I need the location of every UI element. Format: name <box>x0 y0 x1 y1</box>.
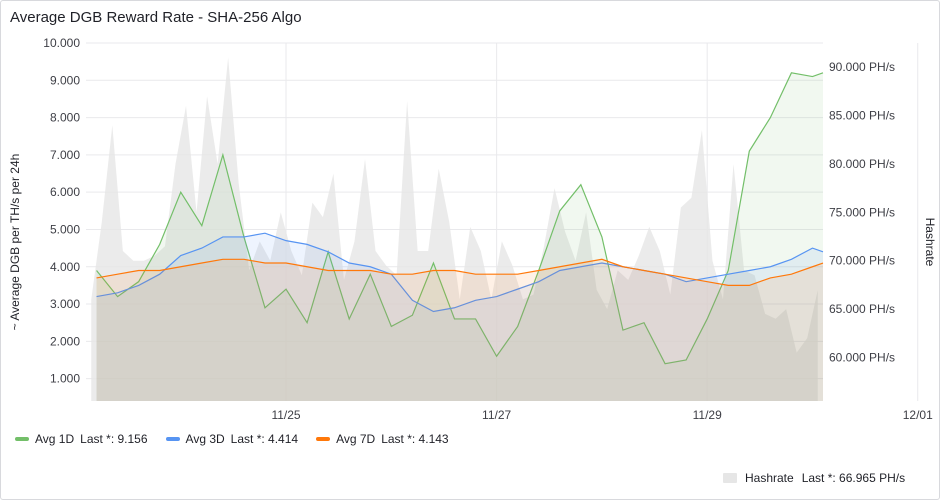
legend-label: Avg 1D <box>35 432 75 446</box>
series-line-avg-7d <box>96 258 824 286</box>
x-tick-label: 11/27 <box>482 408 511 421</box>
series-area-0 <box>96 72 824 401</box>
y-tick-label-left: 8.000 <box>50 111 80 125</box>
y-tick-label-left: 5.000 <box>50 222 80 236</box>
legend-last-value: Last *: 4.414 <box>230 432 299 446</box>
series-line-avg-1d <box>96 72 824 365</box>
y-tick-label-left: 7.000 <box>50 148 80 162</box>
legend-item-avg-3d[interactable]: Avg 3D Last *: 4.414 <box>165 432 299 446</box>
panel-title: Average DGB Reward Rate - SHA-256 Algo <box>10 9 302 26</box>
series-area-1 <box>96 233 824 401</box>
x-tick-label: 12/01 <box>903 408 933 421</box>
y-tick-label-right: 60.000 PH/s <box>829 350 895 364</box>
x-tick-label: 11/29 <box>693 408 722 421</box>
legend: Avg 1D Last *: 9.156 Avg 3D Last *: 4.41… <box>15 432 449 446</box>
y-axis-label-left: ~ Average DGB per TH/s per 24h <box>8 154 22 331</box>
y-tick-label-left: 10.000 <box>43 36 80 50</box>
legend-last-value: Last *: 9.156 <box>80 432 148 446</box>
legend-swatch <box>15 437 29 441</box>
legend-swatch <box>723 473 737 483</box>
y-tick-label-left: 4.000 <box>50 260 80 274</box>
chart-plot[interactable]: 1.000 2.000 3.000 4.000 5.000 6.000 7.000 8.000… <box>1 1 939 421</box>
y-tick-label-right: 65.000 PH/s <box>829 302 895 316</box>
legend-item-avg-1d[interactable]: Avg 1D Last *: 9.156 <box>15 432 148 446</box>
series-line-avg-3d <box>96 232 824 313</box>
legend-item-hashrate[interactable]: Hashrate Last *: 66.965 PH/s <box>723 471 905 485</box>
legend-label: Hashrate <box>745 471 794 485</box>
legend-swatch <box>165 437 180 441</box>
y-tick-label-left: 1.000 <box>50 372 80 386</box>
legend-label: Avg 3D <box>185 432 225 446</box>
y-tick-label-left: 9.000 <box>50 73 80 87</box>
hashrate-area <box>91 57 818 401</box>
y-tick-label-left: 6.000 <box>50 185 80 199</box>
legend-swatch <box>316 437 331 441</box>
y-axis-label-right: Hashrate <box>923 218 937 267</box>
legend-label: Avg 7D <box>336 432 376 446</box>
y-tick-label-right: 85.000 PH/s <box>829 109 895 123</box>
y-tick-label-right: 90.000 PH/s <box>829 60 895 74</box>
y-tick-label-left: 3.000 <box>50 297 80 311</box>
legend-item-avg-7d[interactable]: Avg 7D Last *: 4.143 <box>316 432 449 446</box>
legend-last-value: Last *: 66.965 PH/s <box>801 471 906 485</box>
y-tick-label-right: 75.000 PH/s <box>829 205 895 219</box>
y-tick-label-right: 80.000 PH/s <box>829 157 895 171</box>
y-tick-label-left: 2.000 <box>50 334 80 348</box>
y-tick-label-right: 70.000 PH/s <box>829 254 895 268</box>
legend-last-value: Last *: 4.143 <box>381 432 449 446</box>
x-tick-label: 11/25 <box>271 408 300 421</box>
series-area-2 <box>96 259 824 401</box>
